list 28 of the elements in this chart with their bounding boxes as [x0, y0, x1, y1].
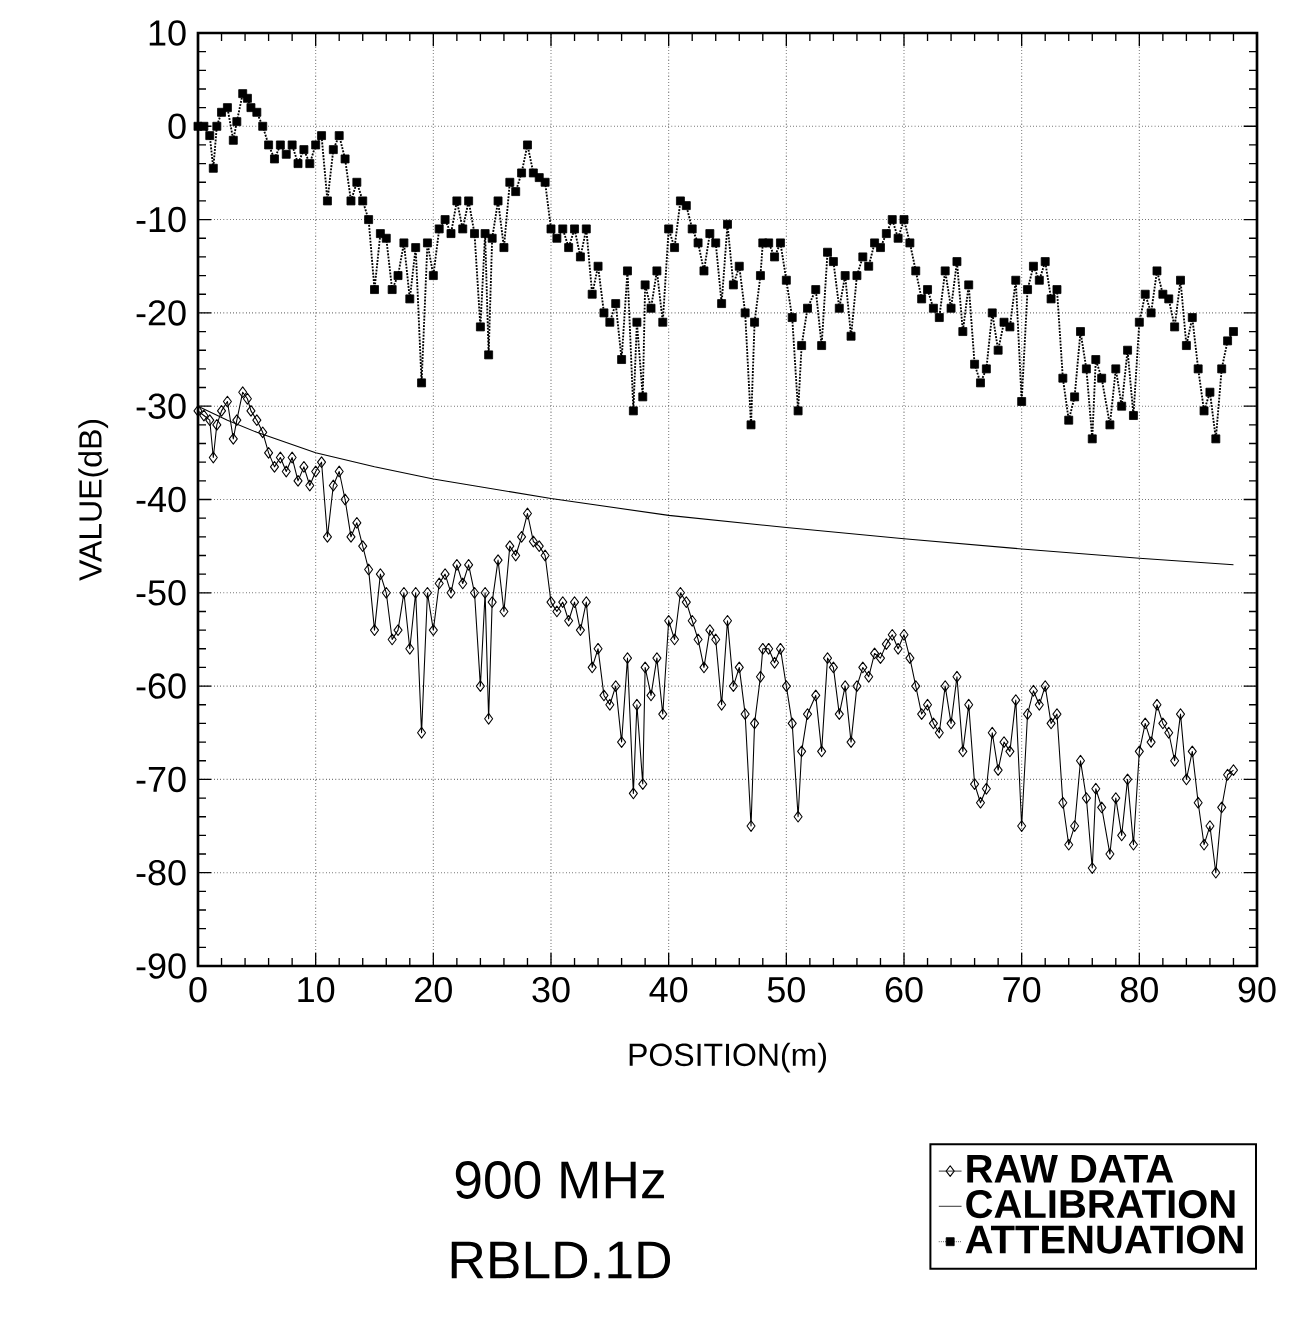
y-tick-label: -80 [136, 859, 186, 886]
y-axis-title: VALUE(dB) [78, 419, 109, 581]
x-tick-label: 50 [767, 976, 805, 1003]
y-tick-label: 0 [168, 113, 186, 140]
x-tick-label: 60 [885, 976, 923, 1003]
x-tick-label: 40 [649, 976, 688, 1003]
x-axis-title: POSITION(m) [629, 1042, 826, 1073]
y-tick-label: -70 [136, 766, 186, 793]
x-tick-label: 70 [1003, 976, 1041, 1003]
y-tick-label: 10 [149, 20, 186, 46]
legend-label: ATTENUATION [965, 1225, 1243, 1254]
y-tick-label: -60 [136, 673, 186, 699]
x-tick-label: 30 [532, 976, 570, 1003]
y-tick-label: -10 [136, 206, 186, 233]
y-tick-label: -20 [136, 300, 186, 326]
x-tick-label: 20 [415, 976, 452, 1003]
text: RBLD.1D [451, 1241, 671, 1279]
y-tick-label: -50 [136, 580, 186, 606]
y-tick-label: -90 [136, 953, 186, 979]
legend-label: CALIBRATION [966, 1189, 1235, 1219]
x-tick-label: 90 [1238, 976, 1276, 1003]
x-tick-label: 10 [298, 976, 335, 1003]
y-tick-label: -40 [136, 486, 186, 513]
y-tick-label: -30 [136, 393, 186, 419]
x-tick-label: 0 [189, 976, 207, 1003]
legend-label: RAW DATA [967, 1154, 1174, 1183]
text: 900 MHz [455, 1161, 664, 1199]
x-tick-label: 80 [1120, 976, 1158, 1003]
